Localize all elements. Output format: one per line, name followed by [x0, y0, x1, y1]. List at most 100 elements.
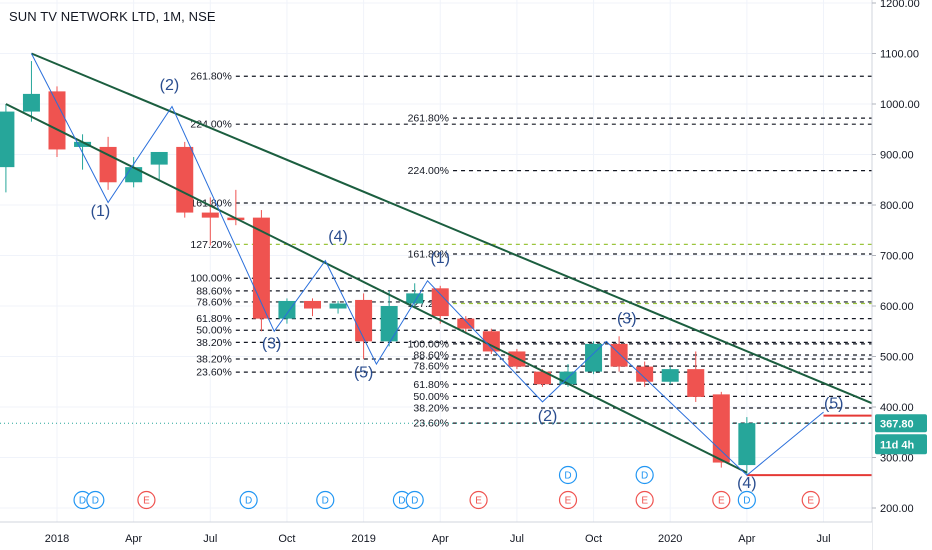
- earnings-event-marker[interactable]: [137, 490, 156, 510]
- event-marker-label: D: [245, 496, 252, 507]
- event-marker-label: E: [143, 496, 150, 507]
- candle-up[interactable]: [74, 141, 92, 147]
- event-marker-label: D: [322, 496, 329, 507]
- candle-down[interactable]: [457, 318, 475, 329]
- wave-label: (1): [91, 203, 111, 220]
- candle-down[interactable]: [48, 91, 66, 150]
- x-tick-label: Jul: [816, 533, 830, 545]
- event-marker-label: D: [641, 471, 648, 482]
- candle-down[interactable]: [712, 394, 730, 463]
- y-tick-label: 600.00: [880, 301, 914, 313]
- y-tick-label: 900.00: [880, 150, 914, 162]
- fib-level-label: 78.60%: [413, 361, 449, 373]
- y-tick-label: 500.00: [880, 352, 914, 364]
- wave-label: (3): [617, 311, 637, 328]
- candle-up[interactable]: [150, 151, 168, 165]
- earnings-event-marker[interactable]: [558, 490, 578, 510]
- event-marker-label: E: [807, 496, 814, 507]
- candle-up[interactable]: [125, 167, 143, 183]
- x-tick-label: 2018: [45, 533, 69, 545]
- wave-label: (5): [354, 365, 374, 382]
- candle-up[interactable]: [380, 306, 398, 342]
- x-tick-label: Oct: [278, 533, 295, 545]
- wave-label: (2): [538, 408, 558, 425]
- dividend-event-marker[interactable]: [239, 490, 258, 510]
- countdown-value: 11d 4h: [880, 439, 915, 451]
- candle-up[interactable]: [22, 93, 40, 112]
- candle-down[interactable]: [355, 299, 373, 342]
- candle-up[interactable]: [406, 293, 424, 304]
- y-tick-label: 800.00: [880, 200, 914, 212]
- countdown-badge: [875, 434, 927, 455]
- x-tick-label: Oct: [585, 533, 602, 545]
- earnings-event-marker[interactable]: [635, 490, 654, 510]
- y-tick-label: 1000.00: [880, 99, 920, 111]
- candle-up[interactable]: [585, 343, 603, 372]
- time-axis[interactable]: [0, 522, 872, 550]
- fib-level-label: 23.60%: [196, 367, 232, 379]
- fib-level-label: 50.00%: [196, 325, 232, 337]
- candle-down[interactable]: [99, 146, 117, 183]
- y-tick-label: 1100.00: [880, 49, 919, 61]
- fib-level-label: 61.80%: [196, 313, 232, 325]
- fib-level-label: 261.80%: [408, 113, 449, 125]
- fib-level-label: 261.80%: [190, 71, 231, 83]
- candle-down[interactable]: [687, 369, 705, 397]
- event-marker-label: D: [92, 496, 99, 507]
- fib-level-label: 161.80%: [408, 248, 449, 260]
- candle-up[interactable]: [661, 369, 679, 382]
- y-tick-label: 200.00: [880, 503, 914, 515]
- y-tick-label: 1200.00: [880, 0, 920, 10]
- dividend-event-marker[interactable]: [635, 465, 654, 485]
- wave-label: (2): [160, 77, 180, 94]
- x-tick-label: Apr: [125, 533, 142, 545]
- x-tick-label: Jul: [510, 533, 524, 545]
- fib-level-label: 38.20%: [413, 403, 449, 415]
- wave-path[interactable]: [30, 53, 824, 476]
- x-tick-label: Apr: [738, 533, 755, 545]
- event-marker-label: D: [398, 496, 405, 507]
- fib-level-label: 100.00%: [190, 273, 231, 285]
- dividend-event-marker[interactable]: [558, 465, 578, 485]
- candle-up[interactable]: [0, 111, 15, 168]
- dividend-event-marker[interactable]: [737, 490, 756, 510]
- event-marker-label: E: [718, 496, 725, 507]
- candle-down[interactable]: [176, 146, 194, 213]
- candle-down[interactable]: [431, 288, 449, 317]
- wave-label: (3): [262, 335, 282, 352]
- candle-down[interactable]: [482, 331, 500, 352]
- event-marker-label: E: [641, 496, 648, 507]
- lower-channel-line[interactable]: [5, 103, 748, 474]
- upper-channel-line[interactable]: [31, 52, 932, 458]
- event-marker-label: E: [565, 496, 572, 507]
- candle-down[interactable]: [533, 371, 551, 385]
- candle-up[interactable]: [329, 303, 347, 309]
- event-marker-label: E: [475, 496, 482, 507]
- fib-level-label: 61.80%: [413, 379, 449, 391]
- fib-level-label: 88.60%: [196, 285, 232, 297]
- price-axis[interactable]: [872, 0, 932, 550]
- fib-level-label: 38.20%: [196, 337, 232, 349]
- x-tick-label: Jul: [203, 533, 217, 545]
- wave-label: (1): [430, 250, 450, 267]
- candle-up[interactable]: [738, 423, 756, 466]
- fib-level-label: 38.20%: [196, 354, 232, 366]
- event-marker-label: D: [411, 496, 418, 507]
- dividend-event-marker[interactable]: [316, 490, 335, 510]
- chart-title: SUN TV NETWORK LTD, 1M, NSE: [9, 9, 216, 24]
- fib-level-label: 23.60%: [413, 418, 449, 430]
- x-tick-label: 2019: [351, 533, 375, 545]
- dividend-event-marker[interactable]: [86, 490, 105, 510]
- fib-level-label: 100.00%: [408, 338, 449, 350]
- dividend-event-marker[interactable]: [405, 490, 424, 510]
- earnings-event-marker[interactable]: [801, 490, 820, 510]
- candle-down[interactable]: [201, 212, 219, 218]
- candle-up[interactable]: [278, 300, 296, 319]
- earnings-event-marker[interactable]: [469, 490, 488, 510]
- candle-down[interactable]: [304, 300, 321, 309]
- earnings-event-marker[interactable]: [712, 490, 731, 510]
- candle-down[interactable]: [636, 366, 654, 382]
- fib-level-label: 78.60%: [196, 296, 232, 308]
- wave-label: (4): [328, 228, 348, 245]
